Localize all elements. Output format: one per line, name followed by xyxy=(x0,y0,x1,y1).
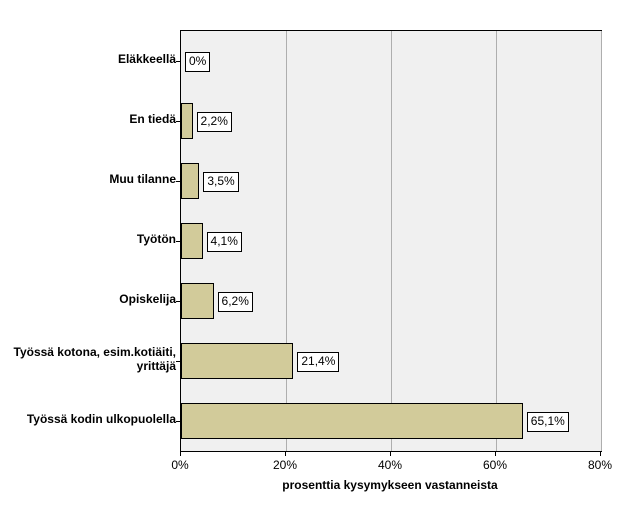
y-axis-label: Opiskelija xyxy=(1,293,176,307)
y-tick xyxy=(176,181,181,182)
bar-row: 2,2% xyxy=(181,91,601,151)
bar xyxy=(181,403,523,439)
chart-container: 0% 2,2% 3,5% 4,1% 6,2% 21,4% 65,1% Eläkkeellä E… xyxy=(0,0,633,508)
x-tick xyxy=(600,451,601,456)
bar-row: 65,1% xyxy=(181,391,601,451)
x-tick-label: 0% xyxy=(171,458,188,472)
bar-value-label: 65,1% xyxy=(527,412,569,432)
y-axis-label: Työssä kodin ulkopuolella xyxy=(1,413,176,427)
x-tick xyxy=(180,451,181,456)
x-tick xyxy=(285,451,286,456)
bar-value-label: 0% xyxy=(185,52,210,72)
y-axis-label: Työssä kotona, esim.kotiäiti,yrittäjä xyxy=(1,346,176,374)
bar-value-label: 2,2% xyxy=(197,112,232,132)
bar-value-label: 21,4% xyxy=(297,352,339,372)
bar xyxy=(181,163,199,199)
bar-value-label: 4,1% xyxy=(207,232,242,252)
y-tick xyxy=(176,241,181,242)
bar-row: 21,4% xyxy=(181,331,601,391)
y-axis-label: En tiedä xyxy=(1,113,176,127)
y-axis-label: Muu tilanne xyxy=(1,173,176,187)
bar-row: 6,2% xyxy=(181,271,601,331)
bar-value-label: 6,2% xyxy=(218,292,253,312)
y-tick xyxy=(176,361,181,362)
y-tick xyxy=(176,421,181,422)
x-tick xyxy=(390,451,391,456)
bar-row: 3,5% xyxy=(181,151,601,211)
bar xyxy=(181,103,193,139)
x-tick xyxy=(495,451,496,456)
x-tick-label: 60% xyxy=(483,458,507,472)
y-tick xyxy=(176,61,181,62)
y-axis-label: Työtön xyxy=(1,233,176,247)
bar xyxy=(181,283,214,319)
y-tick xyxy=(176,121,181,122)
y-tick xyxy=(176,301,181,302)
x-tick-label: 80% xyxy=(588,458,612,472)
x-tick-label: 40% xyxy=(378,458,402,472)
bar xyxy=(181,223,203,259)
x-axis-title: prosenttia kysymykseen vastanneista xyxy=(180,478,600,492)
plot-area: 0% 2,2% 3,5% 4,1% 6,2% 21,4% 65,1% xyxy=(180,30,602,452)
bar-row: 4,1% xyxy=(181,211,601,271)
grid-line xyxy=(601,31,602,451)
y-axis-label: Eläkkeellä xyxy=(1,53,176,67)
x-tick-label: 20% xyxy=(273,458,297,472)
bar xyxy=(181,343,293,379)
bar-value-label: 3,5% xyxy=(203,172,238,192)
bar-row: 0% xyxy=(181,31,601,91)
